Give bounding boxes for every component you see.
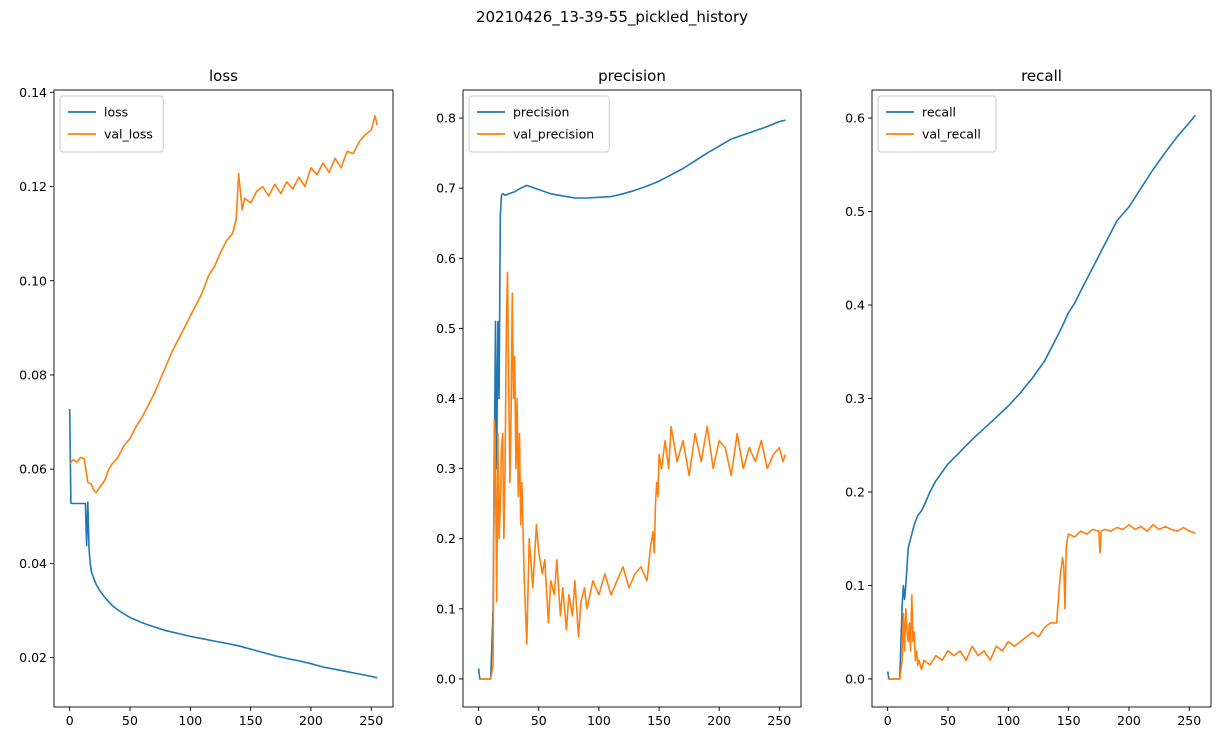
- subplot-precision: precision 0 50 100 150 200 250 0.0 0.1 0.2 0.3 0.4 0…: [436, 67, 802, 728]
- x-tick-label: 250: [1177, 713, 1201, 728]
- series-line-precision: [477, 119, 786, 680]
- x-tick-label: 0: [475, 713, 483, 728]
- legend-label: recall: [922, 105, 956, 120]
- x-tick-label: 50: [531, 713, 547, 728]
- y-tick-label: 0.02: [19, 650, 47, 665]
- y-tick-label: 0.0: [436, 671, 456, 686]
- y-tick-label: 0.2: [436, 531, 456, 546]
- x-tick-label: 150: [239, 713, 263, 728]
- legend-label: precision: [513, 105, 569, 120]
- y-tick-label: 0.06: [19, 462, 47, 477]
- y-tick-label: 0.3: [436, 461, 456, 476]
- y-tick-label: 0.2: [845, 484, 865, 499]
- y-tick-label: 0.1: [845, 578, 865, 593]
- legend-label: val_loss: [104, 127, 153, 142]
- legend-box: [59, 95, 164, 153]
- x-tick-label: 250: [359, 713, 383, 728]
- legend-label: val_recall: [922, 127, 981, 142]
- y-tick-label: 0.14: [19, 85, 47, 100]
- y-tick-label: 0.5: [436, 321, 456, 336]
- series-line-val_loss: [69, 115, 379, 494]
- y-tick-label: 0.0: [845, 671, 865, 686]
- subplot-title: recall: [1021, 67, 1062, 85]
- subplot-loss: loss 0 50 100 150 200 250 0.02 0.04 0.06 0.08 0.10 0…: [19, 67, 394, 728]
- x-tick-label: 200: [299, 713, 323, 728]
- y-tick-label: 0.1: [436, 601, 456, 616]
- x-tick-label: 0: [66, 713, 74, 728]
- y-tick-label: 0.12: [19, 179, 47, 194]
- series-line-loss: [68, 408, 378, 679]
- y-tick-label: 0.04: [19, 556, 47, 571]
- subplot-recall: recall 0 50 100 150 200 250 0.0 0.1 0.2 0.3 0.4 0.5 0…: [845, 67, 1212, 728]
- y-tick-label: 0.4: [436, 391, 456, 406]
- x-tick-label: 100: [587, 713, 611, 728]
- x-tick-label: 0: [884, 713, 892, 728]
- axes-frame: [53, 89, 394, 708]
- x-tick-label: 200: [1117, 713, 1141, 728]
- x-tick-label: 250: [767, 713, 791, 728]
- legend-label: val_precision: [513, 127, 594, 142]
- y-tick-label: 0.6: [436, 251, 456, 266]
- series-line-val_recall: [887, 523, 1196, 680]
- x-tick-label: 50: [940, 713, 956, 728]
- x-tick-label: 150: [647, 713, 671, 728]
- legend-box: [468, 95, 610, 153]
- y-tick-label: 0.7: [436, 181, 456, 196]
- x-tick-label: 100: [996, 713, 1020, 728]
- x-tick-label: 100: [178, 713, 202, 728]
- legend-label: loss: [104, 105, 128, 120]
- subplot-title: precision: [598, 67, 666, 85]
- x-tick-label: 150: [1057, 713, 1081, 728]
- y-tick-label: 0.08: [19, 367, 47, 382]
- series-line-val_precision: [478, 271, 787, 680]
- figure-suptitle: 20210426_13-39-55_pickled_history: [476, 8, 748, 27]
- y-tick-label: 0.6: [845, 111, 865, 126]
- y-tick-label: 0.5: [845, 204, 865, 219]
- legend-box: [877, 95, 997, 153]
- series-line-recall: [886, 114, 1196, 680]
- subplot-title: loss: [209, 67, 238, 85]
- y-tick-label: 0.4: [845, 298, 865, 313]
- y-tick-label: 0.10: [19, 273, 47, 288]
- x-tick-label: 50: [122, 713, 138, 728]
- x-tick-label: 200: [707, 713, 731, 728]
- y-tick-label: 0.8: [436, 111, 456, 126]
- y-tick-label: 0.3: [845, 391, 865, 406]
